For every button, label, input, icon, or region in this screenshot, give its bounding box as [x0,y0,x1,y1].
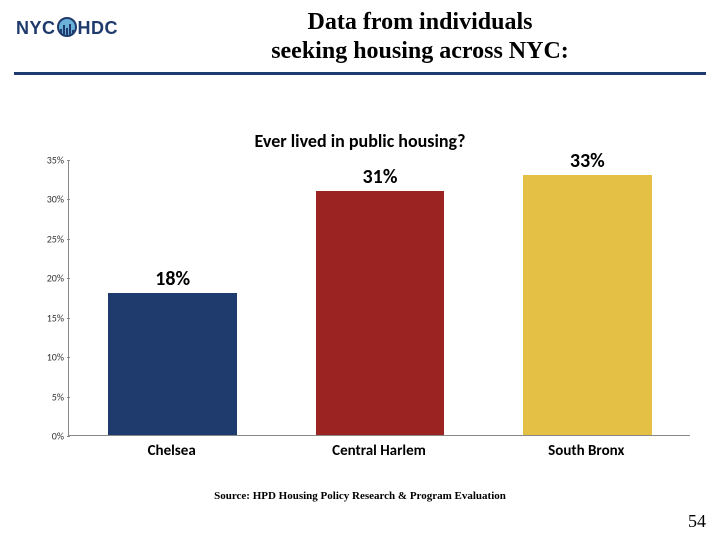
title-underline [14,72,706,75]
y-tick-mark [67,199,70,200]
y-tick-label: 35% [30,154,64,167]
bar-chart: 18%31%33% 0%5%10%15%20%25%30%35% Chelsea… [30,160,690,460]
title-line1: Data from individuals [308,9,533,35]
x-category-label: Chelsea [68,442,275,460]
plot-area: 18% 31% 33% [68,160,690,436]
y-tick-label: 30% [30,193,64,206]
x-category-label: South Bronx [483,442,690,460]
y-tick-mark [67,160,70,161]
x-category-label: Central Harlem [275,442,482,460]
page-title: Data from individuals seeking housing acr… [160,8,680,66]
y-tick-mark [67,397,70,398]
y-tick-mark [67,239,70,240]
bar: 18% [108,293,237,435]
logo-skyline-icon [57,17,77,37]
y-tick-label: 15% [30,311,64,324]
title-line2: seeking housing across NYC: [271,38,569,64]
y-tick-label: 0% [30,430,64,443]
y-tick-label: 20% [30,272,64,285]
logo-right-text: HDC [78,18,119,39]
y-tick-mark [67,278,70,279]
page-number: 54 [688,511,706,532]
bar: 31% [316,191,445,435]
bar-value-label: 18% [108,267,237,291]
y-tick-label: 5% [30,390,64,403]
source-text: Source: HPD Housing Policy Research & Pr… [0,490,720,502]
bar-value-label: 33% [523,149,652,173]
logo: NYC HDC [16,18,118,39]
y-tick-label: 25% [30,232,64,245]
y-tick-mark [67,357,70,358]
bar-value-label: 31% [316,165,445,189]
bar: 33% [523,175,652,435]
logo-left-text: NYC [16,18,56,39]
y-tick-mark [67,436,70,437]
y-tick-label: 10% [30,351,64,364]
y-tick-mark [67,318,70,319]
